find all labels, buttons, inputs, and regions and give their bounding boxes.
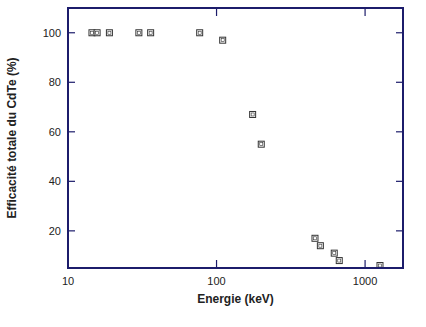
y-tick-label: 40 bbox=[49, 175, 61, 187]
y-tick bbox=[68, 181, 75, 182]
y-tick bbox=[68, 32, 75, 33]
data-point bbox=[331, 250, 337, 256]
marker-inner bbox=[319, 244, 322, 247]
chart-svg: 20 40 60 80 100 10 100 1000 Energie (keV) Efficac… bbox=[0, 0, 426, 327]
data-point bbox=[317, 243, 323, 249]
background bbox=[0, 0, 426, 327]
marker-outer bbox=[312, 235, 318, 241]
y-tick bbox=[68, 82, 75, 83]
y-tick bbox=[68, 230, 75, 231]
y-axis-label: Efficacité totale du CdTe (%) bbox=[5, 57, 19, 218]
y-tick bbox=[68, 131, 75, 132]
marker-outer bbox=[220, 37, 226, 43]
marker-outer bbox=[136, 30, 142, 36]
x-tick bbox=[364, 8, 365, 16]
y-tick bbox=[396, 230, 403, 231]
marker-outer bbox=[336, 258, 342, 264]
marker-outer bbox=[317, 243, 323, 249]
data-point bbox=[250, 111, 256, 117]
y-tick bbox=[396, 181, 403, 182]
data-point bbox=[197, 30, 203, 36]
marker-outer bbox=[94, 30, 100, 36]
x-tick-label: 10 bbox=[62, 275, 74, 287]
y-tick-label: 20 bbox=[49, 225, 61, 237]
data-point bbox=[312, 235, 318, 241]
marker-inner bbox=[90, 31, 93, 34]
marker-inner bbox=[338, 259, 341, 262]
data-point bbox=[258, 141, 264, 147]
data-point bbox=[106, 30, 112, 36]
x-tick bbox=[216, 8, 217, 16]
x-tick-label: 1000 bbox=[353, 275, 377, 287]
y-tick-label: 100 bbox=[43, 27, 61, 39]
marker-outer bbox=[250, 111, 256, 117]
marker-inner bbox=[313, 237, 316, 240]
marker-inner bbox=[108, 31, 111, 34]
marker-inner bbox=[251, 113, 254, 116]
marker-inner bbox=[221, 39, 224, 42]
x-axis-label: Energie (keV) bbox=[197, 292, 274, 306]
data-point bbox=[220, 37, 226, 43]
marker-outer bbox=[258, 141, 264, 147]
x-tick-label: 100 bbox=[207, 275, 225, 287]
x-tick bbox=[364, 260, 365, 268]
marker-inner bbox=[198, 31, 201, 34]
y-tick bbox=[396, 131, 403, 132]
marker-inner bbox=[378, 264, 381, 267]
marker-outer bbox=[106, 30, 112, 36]
marker-inner bbox=[137, 31, 140, 34]
data-point bbox=[148, 30, 154, 36]
data-point bbox=[136, 30, 142, 36]
marker-inner bbox=[149, 31, 152, 34]
marker-inner bbox=[96, 31, 99, 34]
chart-container: 20 40 60 80 100 10 100 1000 Energie (keV) Efficac… bbox=[0, 0, 426, 327]
marker-outer bbox=[331, 250, 337, 256]
data-point bbox=[336, 258, 342, 264]
marker-outer bbox=[197, 30, 203, 36]
y-tick bbox=[396, 32, 403, 33]
plot-area bbox=[89, 30, 383, 268]
plot-frame bbox=[68, 8, 403, 268]
y-tick-label: 80 bbox=[49, 76, 61, 88]
marker-inner bbox=[333, 252, 336, 255]
x-tick bbox=[216, 260, 217, 268]
y-tick bbox=[396, 82, 403, 83]
y-tick-label: 60 bbox=[49, 126, 61, 138]
marker-outer bbox=[148, 30, 154, 36]
data-point bbox=[94, 30, 100, 36]
marker-inner bbox=[260, 143, 263, 146]
